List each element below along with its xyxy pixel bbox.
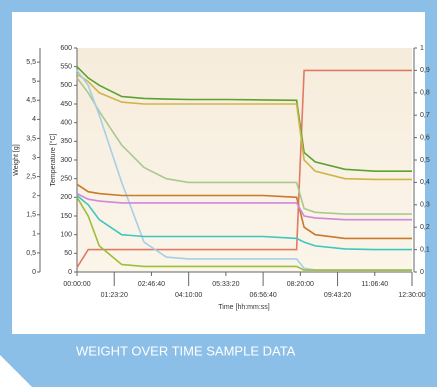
weight-tick-label: 4,5: [26, 97, 36, 104]
y-tick-label: 500: [60, 82, 72, 89]
weight-tick-label: 5,5: [26, 59, 36, 66]
x-tick-label: 08:20:00: [287, 281, 314, 288]
series-line: [76, 69, 412, 268]
x-tick-label: 11:06:40: [361, 281, 388, 288]
x-axis-title: Time [hh:mm:ss]: [218, 304, 270, 311]
y2-tick-label: 0,9: [420, 67, 430, 74]
weight-tick-label: 3,5: [26, 135, 36, 142]
series-line: [76, 192, 412, 221]
y-tick-label: 0: [68, 269, 72, 276]
weight-tick-label: 2: [32, 193, 36, 200]
y-tick-label: 50: [64, 250, 72, 257]
y2-tick-label: 0,5: [420, 157, 430, 164]
x-tick-label: 12:30:00: [398, 292, 425, 299]
weight-tick-label: 4: [32, 116, 36, 123]
corner: [0, 355, 32, 387]
y-tick-label: 150: [60, 213, 72, 220]
y-tick-label: 550: [60, 64, 72, 71]
weight-tick-label: 3: [32, 154, 36, 161]
weight-tick-label: 0,5: [26, 250, 36, 257]
y-axis-title: Temperature [°C]: [49, 133, 57, 186]
series-line: [76, 73, 412, 181]
y2-tick-label: 0,1: [420, 246, 430, 253]
weight-axis-title: Weight [g]: [13, 144, 20, 175]
y2-tick-label: 0,2: [420, 224, 430, 231]
y2-tick-label: 0,3: [420, 202, 430, 209]
y-tick-label: 400: [60, 120, 72, 127]
series-line: [76, 66, 412, 172]
y-tick-label: 450: [60, 101, 72, 108]
series-line: [76, 77, 412, 215]
weight-tick-label: 2,5: [26, 173, 36, 180]
y-tick-label: 600: [60, 45, 72, 52]
series-line: [76, 183, 412, 240]
y2-tick-label: 0,4: [420, 179, 430, 186]
weight-tick-label: 5: [32, 78, 36, 85]
series-line: [76, 194, 412, 251]
x-tick-label: 05:33:20: [212, 281, 239, 288]
y2-tick-label: 0,8: [420, 90, 430, 97]
weight-tick-label: 0: [32, 269, 36, 276]
y2-tick-label: 0,6: [420, 134, 430, 141]
x-tick-label: 01:23:20: [101, 292, 128, 299]
y-tick-label: 200: [60, 194, 72, 201]
weight-tick-label: 1: [32, 231, 36, 238]
y2-tick-label: 1: [420, 45, 424, 52]
x-tick-label: 00:00:00: [63, 281, 90, 288]
caption: WEIGHT OVER TIME SAMPLE DATA: [76, 343, 296, 358]
x-tick-label: 02:46:40: [138, 281, 165, 288]
y-tick-label: 100: [60, 232, 72, 239]
plot-area: [77, 48, 412, 272]
y-tick-label: 350: [60, 138, 72, 145]
y2-tick-label: 0: [420, 269, 424, 276]
y-tick-label: 300: [60, 157, 72, 164]
x-tick-label: 09:43:20: [324, 292, 351, 299]
y2-tick-label: 0,7: [420, 112, 430, 119]
x-tick-label: 04:10:00: [175, 292, 202, 299]
weight-tick-label: 1,5: [26, 212, 36, 219]
y-tick-label: 250: [60, 176, 72, 183]
x-tick-label: 06:56:40: [249, 292, 276, 299]
series-line: [76, 196, 412, 271]
